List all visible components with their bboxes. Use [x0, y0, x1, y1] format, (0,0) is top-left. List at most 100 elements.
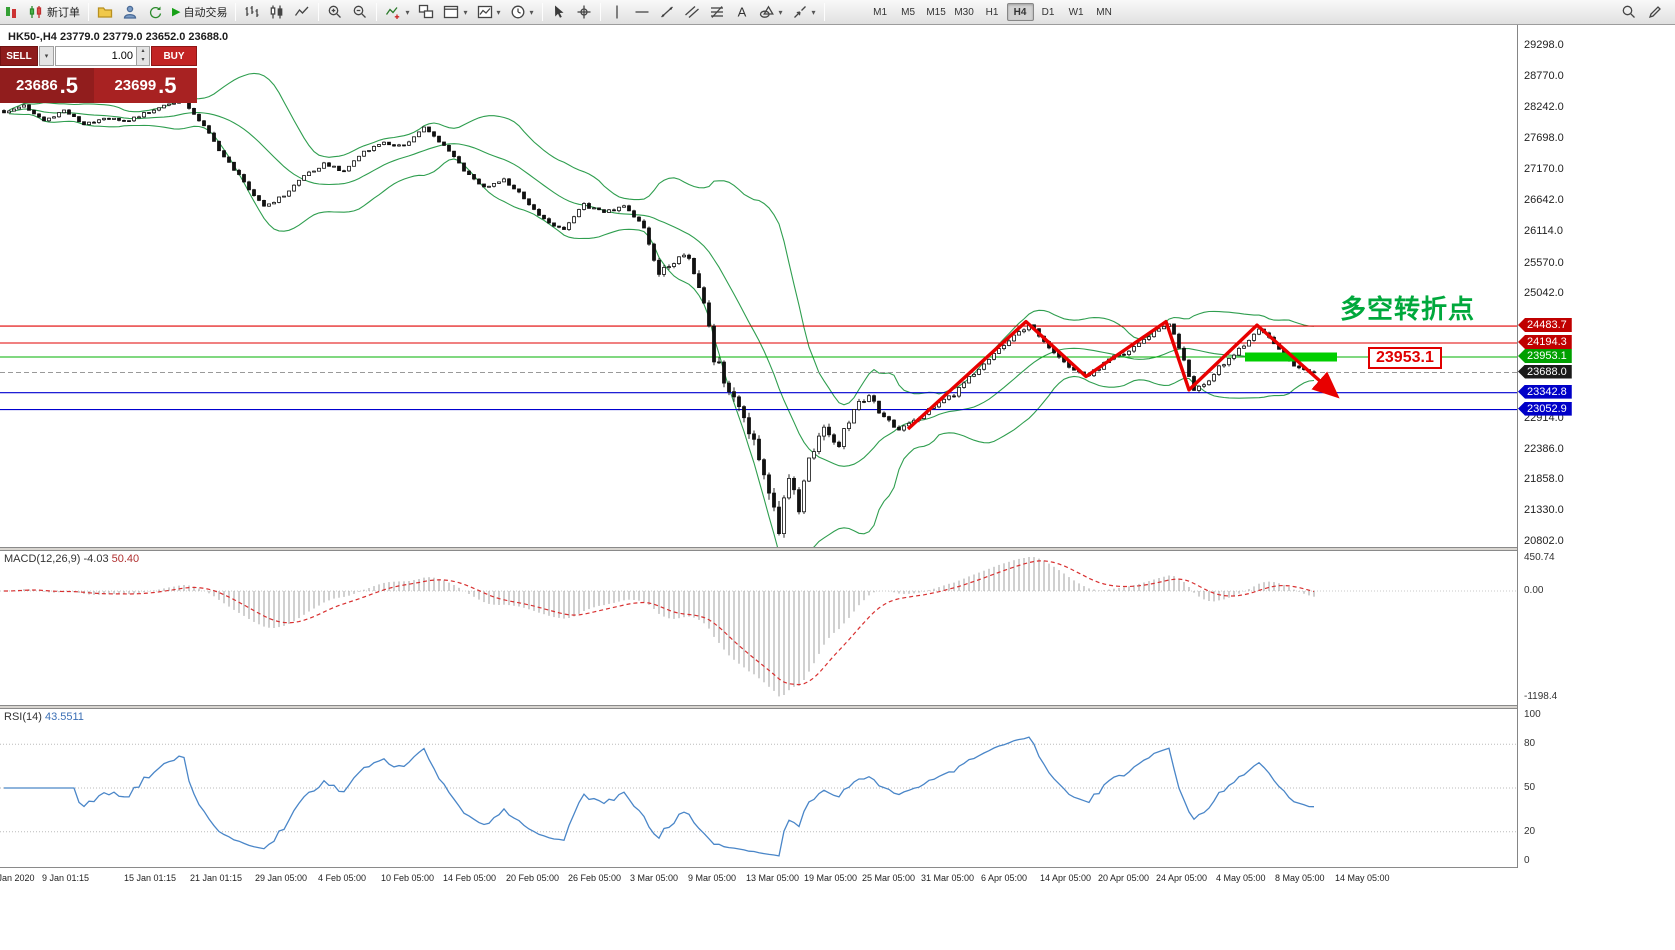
main-chart-panel[interactable]: HK50-,H4 23779.0 23779.0 23652.0 23688.0… — [0, 25, 1517, 547]
volume-down-button[interactable]: ▾ — [141, 57, 145, 63]
separator — [599, 3, 601, 21]
macd-axis-label: 450.74 — [1524, 552, 1555, 563]
time-label: 8 May 05:00 — [1275, 873, 1325, 883]
timeframe-m30[interactable]: M30 — [951, 3, 978, 21]
edit-button[interactable] — [1643, 2, 1667, 22]
timeframe-h4[interactable]: H4 — [1006, 3, 1034, 21]
candles — [2, 99, 1316, 538]
timeframe-mn[interactable]: MN — [1091, 3, 1118, 21]
templates-button[interactable]: ▾ — [473, 2, 505, 22]
chevron-down-icon: ▾ — [405, 7, 410, 17]
rsi-panel[interactable]: RSI(14) 43.5511 — [0, 709, 1517, 868]
price-tick: 29298.0 — [1524, 39, 1564, 51]
chevron-down-icon: ▾ — [44, 53, 49, 60]
new-order-button[interactable]: 新订单 — [24, 2, 84, 22]
timeframe-w1[interactable]: W1 — [1063, 3, 1090, 21]
trendline-button[interactable] — [655, 2, 679, 22]
chart-ohlc-title: HK50-,H4 23779.0 23779.0 23652.0 23688.0 — [8, 31, 229, 43]
price-tick: 28770.0 — [1524, 69, 1564, 82]
timeframe-d1[interactable]: D1 — [1035, 3, 1062, 21]
time-label: 25 Mar 05:00 — [862, 873, 916, 883]
new-chart-button[interactable]: ▾ — [439, 2, 471, 22]
time-axis[interactable]: 8 Jan 2020 9 Jan 01:15 15 Jan 01:15 21 Jan … — [0, 869, 1675, 889]
price-tick: 21330.0 — [1524, 504, 1564, 517]
horizontal-line-icon — [635, 11, 649, 13]
horizontal-line-button[interactable] — [630, 2, 654, 22]
time-label: 4 May 05:00 — [1216, 873, 1266, 883]
play-icon: ▶ — [172, 5, 181, 18]
channel-icon — [684, 6, 699, 18]
shapes-button[interactable]: ▾ — [755, 2, 787, 22]
tile-windows-button[interactable] — [414, 2, 438, 22]
price-tick: 21858.0 — [1524, 473, 1564, 486]
bollinger-bands — [8, 72, 1315, 547]
price-tick: 25042.0 — [1524, 287, 1564, 300]
time-label: 14 Feb 05:00 — [443, 873, 497, 883]
time-label: 21 Jan 01:15 — [190, 873, 243, 883]
fibonacci-button[interactable] — [705, 2, 729, 22]
price-tag: 23052.9 — [1518, 401, 1572, 416]
candlestick-chart-button[interactable] — [265, 2, 289, 22]
panel-splitter[interactable] — [0, 705, 1675, 709]
zoom-out-button[interactable] — [348, 2, 372, 22]
cursor-button[interactable] — [547, 2, 571, 22]
bar-chart-button[interactable] — [240, 2, 264, 22]
timeframe-h1[interactable]: H1 — [979, 3, 1006, 21]
arrow-tool-icon — [793, 6, 806, 18]
separator — [823, 3, 825, 21]
price-tick: 26114.0 — [1524, 224, 1563, 237]
separator — [235, 3, 237, 21]
buy-price[interactable]: 23699.5 — [94, 68, 197, 103]
search-button[interactable] — [1617, 2, 1641, 22]
line-chart-button[interactable] — [290, 2, 314, 22]
timeframe-m1[interactable]: M1 — [867, 3, 894, 21]
sell-button[interactable]: SELL — [0, 46, 38, 66]
time-label: 6 Apr 05:00 — [981, 873, 1028, 883]
rsi-axis-label: 20 — [1524, 825, 1536, 837]
periods-button[interactable]: ▾ — [506, 2, 538, 22]
refresh-button[interactable] — [143, 2, 167, 22]
macd-histogram — [8, 557, 1315, 697]
buy-button[interactable]: BUY — [151, 46, 197, 66]
annotation-text: 多空转折点 — [1340, 294, 1476, 324]
price-tick: 26642.0 — [1524, 194, 1564, 207]
panel-splitter[interactable] — [0, 547, 1675, 551]
auto-trading-button[interactable]: ▶ 自动交易 — [168, 2, 231, 22]
time-label: 10 Feb 05:00 — [381, 873, 435, 883]
vertical-line-button[interactable] — [605, 2, 629, 22]
candlestick-chart[interactable] — [0, 25, 1517, 547]
chevron-down-icon: ▾ — [778, 7, 783, 17]
time-label: 20 Apr 05:00 — [1098, 873, 1150, 883]
sell-dropdown-button[interactable]: ▾ — [39, 46, 54, 66]
crosshair-button[interactable] — [572, 2, 596, 22]
buy-price-main: 23699 — [114, 77, 157, 94]
macd-panel[interactable]: MACD(12,26,9) -4.03 50.40 — [0, 551, 1517, 705]
app-icon — [4, 5, 20, 19]
timeframe-m5[interactable]: M5 — [895, 3, 922, 21]
price-axis[interactable]: 29298.0 28770.0 28242.0 27698.0 27170.0 26642… — [1517, 25, 1675, 868]
trend-zigzag-annotation — [906, 319, 1340, 431]
vertical-line-icon — [615, 5, 618, 19]
timeframe-m15[interactable]: M15 — [923, 3, 950, 21]
candles-icon — [271, 5, 283, 19]
channel-button[interactable] — [680, 2, 704, 22]
zoom-in-icon — [329, 5, 342, 18]
trendline-icon — [660, 6, 673, 18]
volume-up-button[interactable]: ▴ — [141, 48, 145, 54]
arrows-button[interactable]: ▾ — [788, 2, 820, 22]
zoom-in-button[interactable] — [323, 2, 347, 22]
price-tag: 24194.3 — [1518, 334, 1572, 349]
buy-price-frac: .5 — [158, 72, 177, 98]
text-label-button[interactable]: A — [730, 2, 754, 22]
time-label: 14 May 05:00 — [1335, 873, 1390, 883]
charts-button[interactable] — [93, 2, 117, 22]
time-label: 4 Feb 05:00 — [318, 873, 367, 883]
profile-button[interactable] — [118, 2, 142, 22]
rsi-chart[interactable] — [0, 709, 1517, 868]
volume-input[interactable] — [56, 47, 136, 65]
macd-chart[interactable] — [0, 551, 1517, 705]
sell-price[interactable]: 23686.5 — [0, 68, 94, 103]
indicators-button[interactable]: ▾ — [381, 2, 413, 22]
one-click-trading-widget[interactable]: SELL ▾ ▴ ▾ BUY 23686.5 23699.5 — [0, 46, 197, 103]
price-tick: 22386.0 — [1524, 442, 1564, 455]
